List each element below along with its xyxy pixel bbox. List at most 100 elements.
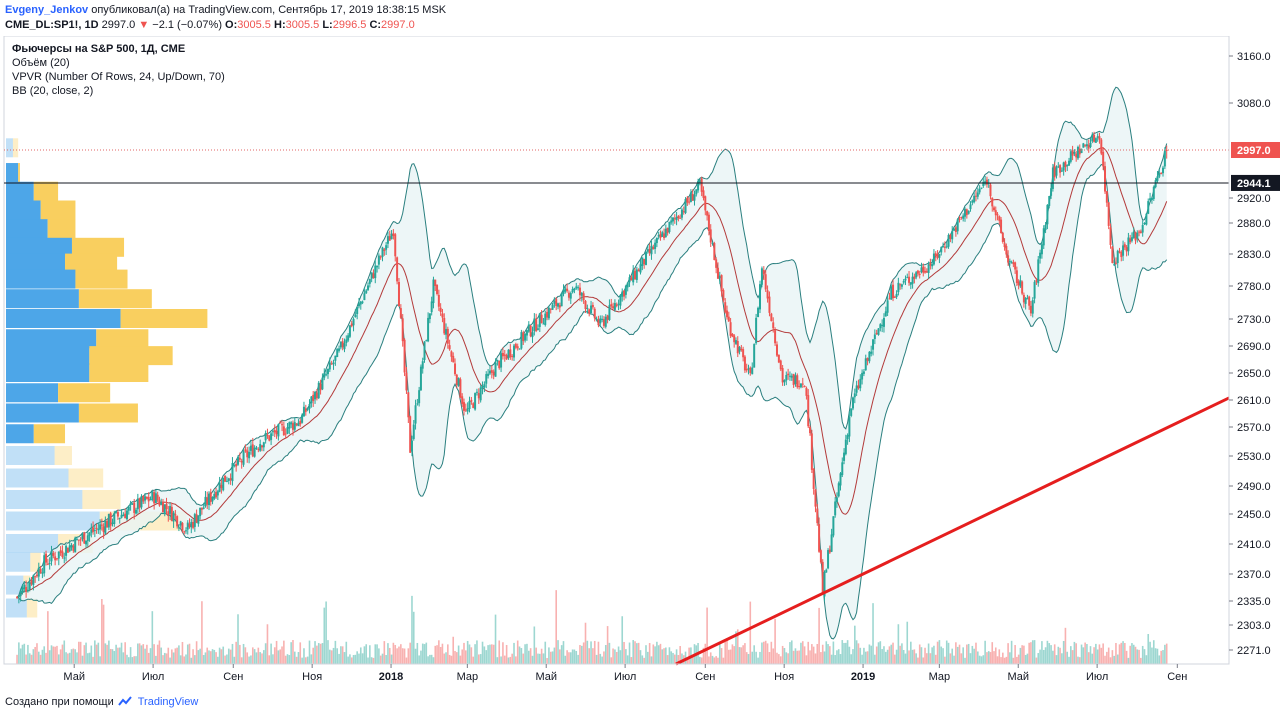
volume-bar	[881, 649, 883, 664]
legend-bb[interactable]: BB (20, close, 2)	[12, 85, 94, 97]
candle-body	[368, 279, 371, 284]
candle-body	[28, 582, 31, 590]
price-tick-label: 2410.0	[1237, 539, 1271, 551]
volume-bar	[951, 648, 954, 664]
volume-bar	[204, 652, 207, 664]
candle-body	[227, 478, 230, 481]
candle-body	[613, 303, 616, 310]
volume-bar	[135, 656, 137, 664]
volume-bar	[1075, 643, 1077, 664]
volume-bar	[592, 648, 594, 664]
volume-bar	[546, 657, 548, 664]
candle-body	[68, 545, 71, 552]
candle-body	[586, 307, 589, 309]
author-link[interactable]: Evgeny_Jenkov	[5, 4, 89, 16]
tradingview-link[interactable]: TradingView	[137, 696, 199, 708]
candle-body	[743, 356, 746, 371]
trendline-group[interactable]	[675, 396, 1230, 666]
volume-bar	[947, 642, 950, 664]
volume-bar	[227, 648, 230, 664]
candle-body	[46, 563, 49, 565]
chart-area[interactable]: 3160.0 3080.0 2920.0 2880.0 2830.0 2780.0 2730…	[0, 35, 1280, 688]
legend-volume[interactable]: Объём (20)	[12, 57, 70, 69]
candle-body	[525, 330, 528, 336]
volume-bar	[1041, 641, 1043, 664]
volume-bar	[338, 653, 340, 664]
candle-body	[866, 358, 869, 361]
volume-bar	[713, 657, 716, 664]
candle-body	[945, 246, 948, 248]
volume-bar	[1098, 644, 1101, 664]
candle-body	[998, 216, 1001, 221]
volume-bar	[1131, 643, 1133, 664]
volume-bar	[595, 654, 598, 664]
volume-bar	[81, 655, 84, 664]
price-axis[interactable]: 3160.0 3080.0 2920.0 2880.0 2830.0 2780.0 2730…	[1228, 36, 1280, 664]
candle-body	[1129, 238, 1132, 243]
candle-body	[1104, 166, 1107, 192]
volume-bar	[964, 657, 966, 664]
volume-bar	[349, 654, 351, 664]
volume-bar	[875, 646, 878, 664]
volume-bar	[181, 641, 184, 664]
volume-bar	[138, 643, 141, 664]
candle-body	[206, 497, 209, 505]
candle-body	[268, 435, 271, 441]
close-value: 2997.0	[381, 19, 415, 31]
volume-bar	[870, 645, 873, 664]
candle-body	[70, 544, 73, 548]
candle-body	[388, 236, 391, 241]
volume-bar	[892, 642, 894, 664]
legend-vpvr[interactable]: VPVR (Number Of Rows, 24, Up/Down, 70)	[12, 71, 225, 83]
symbol-label: CME_DL:SP1!, 1D	[5, 19, 99, 31]
candle-body	[61, 551, 64, 558]
volume-bar	[989, 652, 992, 664]
candle-body	[163, 504, 166, 515]
price-chart-svg[interactable]: 3160.0 3080.0 2920.0 2880.0 2830.0 2780.0 2730…	[0, 35, 1280, 688]
candle-body	[494, 362, 497, 377]
volume-bar	[1002, 652, 1004, 664]
footer: Создано при помощи TradingView	[5, 696, 198, 708]
candle-body	[1105, 191, 1108, 203]
volume-bar	[986, 652, 988, 664]
candle-body	[533, 318, 536, 332]
candle-body	[147, 496, 150, 502]
candle-body	[1141, 224, 1144, 233]
volume-bar	[832, 641, 835, 664]
candle-body	[260, 445, 263, 448]
time-axis[interactable]: Май Июл Сен Ноя 2018 Мар Май Июл Сен Ноя 2019 Мар Ма…	[4, 663, 1229, 683]
volume-bar	[906, 621, 909, 664]
candle-body	[976, 192, 979, 197]
candle-body	[1062, 162, 1065, 171]
candle-body	[626, 282, 629, 288]
volume-bar	[456, 652, 458, 664]
volume-bar	[237, 614, 239, 664]
vpvr-up-bar	[6, 424, 34, 444]
volume-bar	[1158, 655, 1161, 664]
volume-bar	[1111, 650, 1114, 664]
candle-body	[666, 227, 669, 234]
candle-body	[165, 503, 168, 510]
volume-bar	[190, 657, 193, 664]
volume-bar	[68, 652, 71, 664]
volume-bar	[1009, 652, 1011, 664]
candle-body	[190, 521, 193, 528]
candle-body	[879, 324, 882, 329]
vpvr-up-bar	[6, 383, 59, 403]
candle-body	[224, 475, 227, 482]
candle-body	[1091, 134, 1094, 142]
volume-bar	[1143, 649, 1146, 664]
volume-bar	[648, 643, 651, 664]
volume-bar	[277, 650, 280, 664]
volume-bar	[859, 647, 862, 664]
ohlc-line: CME_DL:SP1!, 1D 2997.0 ▼ −2.1 (−0.07%) O…	[5, 18, 415, 33]
volume-bar	[551, 651, 554, 664]
candle-body	[374, 265, 377, 279]
volume-bar	[1080, 644, 1083, 664]
candle-body	[100, 524, 103, 526]
volume-bar	[918, 644, 921, 664]
volume-bar	[938, 640, 941, 664]
candle-body	[837, 483, 840, 497]
candle-body	[900, 284, 903, 287]
volume-bar	[829, 646, 831, 664]
